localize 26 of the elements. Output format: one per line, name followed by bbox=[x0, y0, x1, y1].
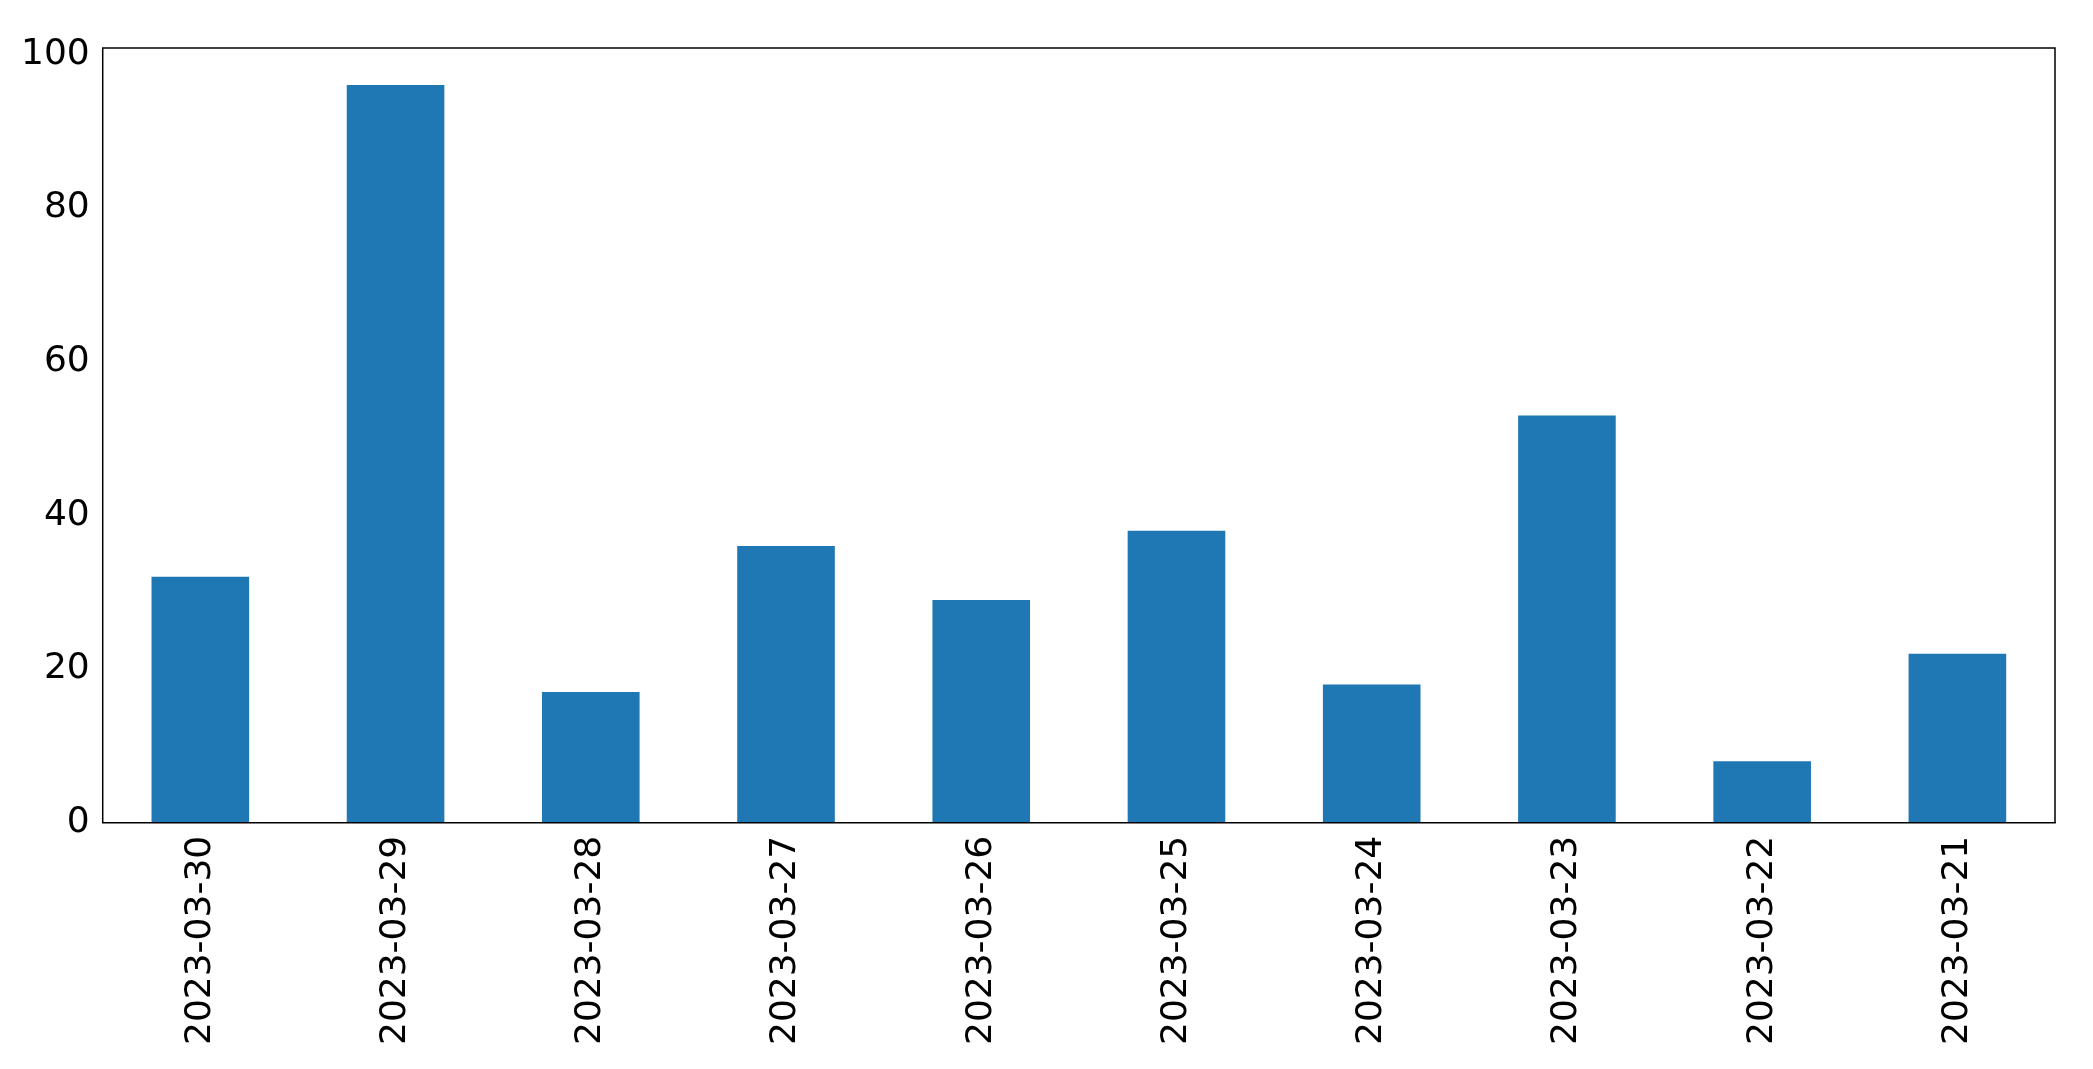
y-tick-label: 60 bbox=[43, 337, 90, 379]
bar bbox=[1127, 530, 1226, 823]
bar bbox=[151, 576, 250, 823]
y-tick-label: 0 bbox=[66, 799, 90, 841]
y-tick-label: 40 bbox=[43, 491, 90, 533]
y-tick-label: 100 bbox=[20, 30, 90, 72]
bar bbox=[737, 546, 835, 823]
x-tick-label: 2023-03-29 bbox=[371, 835, 413, 1045]
x-tick-label: 2023-03-27 bbox=[762, 835, 804, 1045]
x-tick-label: 2023-03-30 bbox=[176, 835, 218, 1045]
bar bbox=[932, 599, 1031, 823]
bar bbox=[1518, 415, 1616, 823]
bar bbox=[1713, 761, 1811, 823]
y-tick-label: 80 bbox=[43, 184, 90, 226]
x-tick-label: 2023-03-28 bbox=[567, 835, 609, 1045]
x-tick-label: 2023-03-21 bbox=[1933, 835, 1975, 1045]
bar bbox=[1322, 684, 1421, 823]
bar bbox=[346, 84, 445, 823]
x-tick-label: 2023-03-25 bbox=[1152, 835, 1194, 1045]
bar bbox=[1908, 653, 2007, 823]
y-tick-label: 20 bbox=[43, 645, 90, 687]
bar bbox=[541, 692, 640, 823]
x-tick-label: 2023-03-23 bbox=[1543, 835, 1585, 1045]
x-tick-label: 2023-03-26 bbox=[957, 835, 999, 1045]
x-tick-label: 2023-03-24 bbox=[1348, 835, 1390, 1045]
x-tick-label: 2023-03-22 bbox=[1738, 835, 1780, 1045]
